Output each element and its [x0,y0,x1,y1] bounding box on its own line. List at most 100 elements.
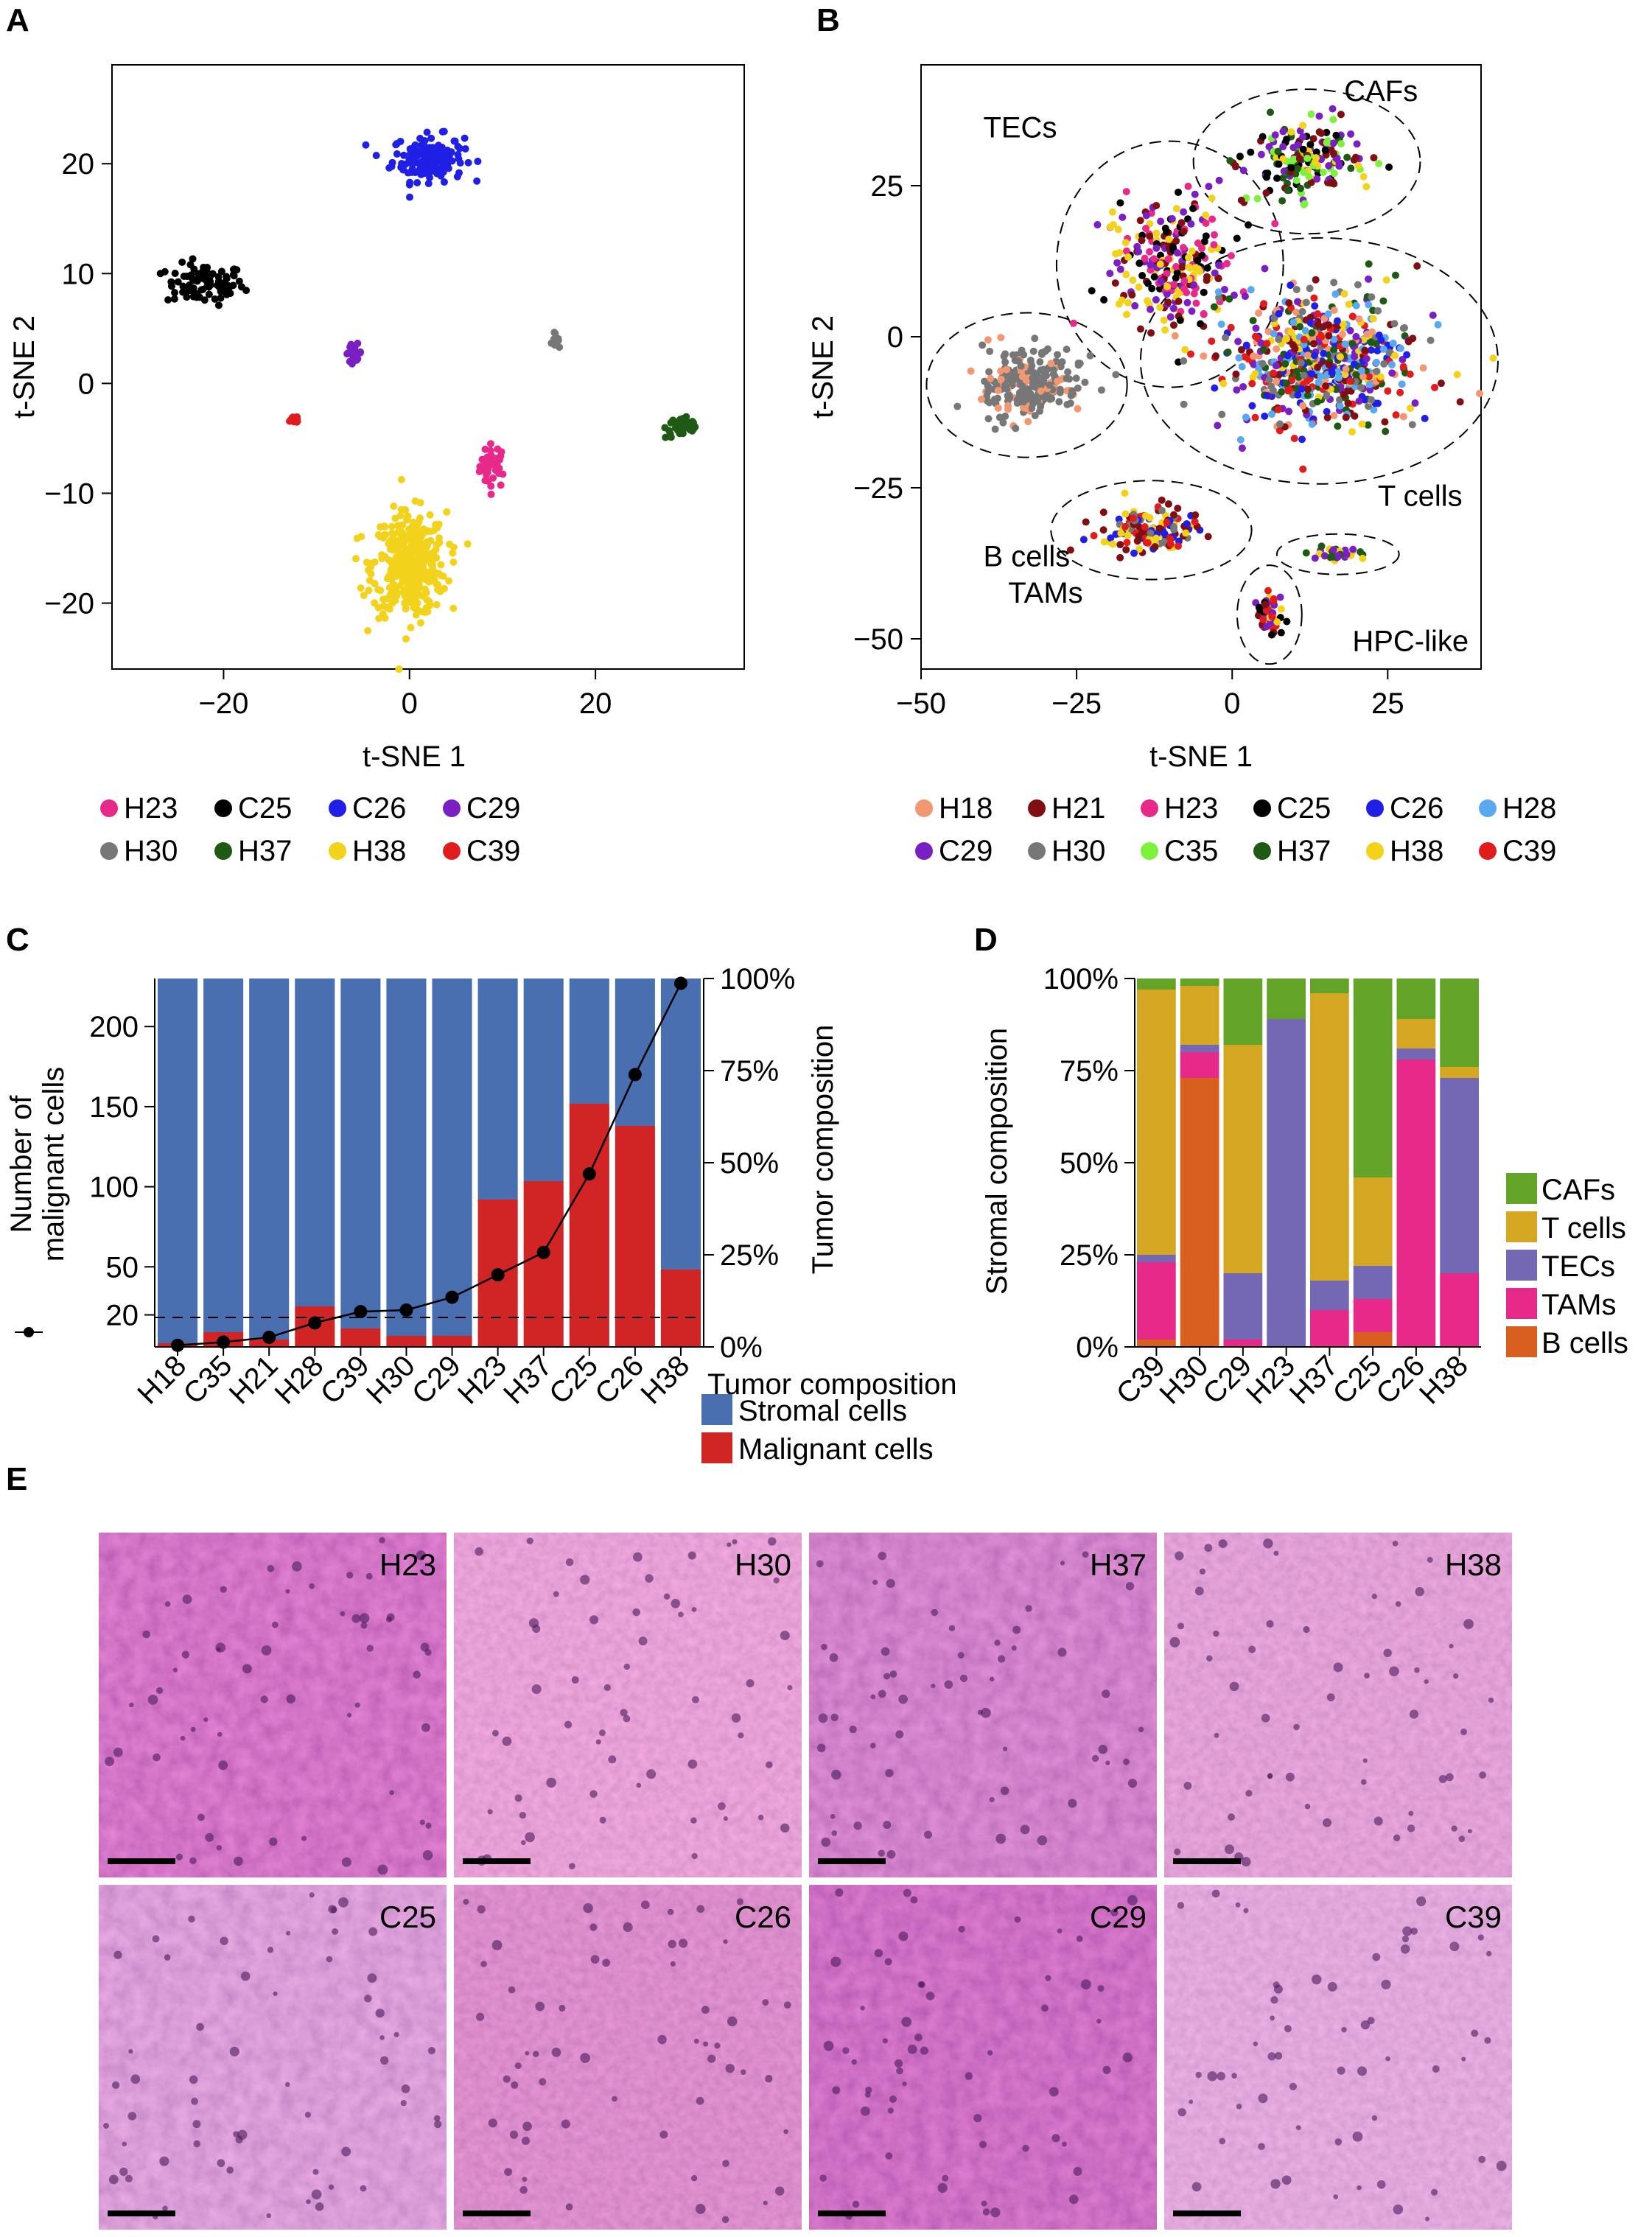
point-c26 [439,168,447,176]
point-c35 [1330,169,1338,178]
point-c26 [372,151,380,159]
point-c39 [1251,413,1259,421]
nucleus-dot [191,2097,198,2105]
legend: H18 H21 H23 C25 C26 H28 C29 H30 C35 H37 H38 C39 [915,792,1556,867]
nucleus-dot [722,2160,729,2168]
point-h21 [1323,413,1331,421]
nucleus-dot [522,2177,528,2182]
point-h21 [1172,237,1180,245]
legend-marker-c25 [214,799,232,817]
point-h30 [1026,356,1035,364]
bar-tecs-h30 [1180,1045,1219,1052]
point-h30 [1046,381,1054,389]
nucleus-dot [509,2130,519,2139]
nucleus-dot [1407,1824,1415,1832]
point-h38 [396,561,404,570]
point-h30 [1013,396,1021,404]
nucleus-dot [269,1837,278,1846]
point-h30 [1034,397,1042,405]
nucleus-dot [377,1864,388,1875]
point-h28 [1398,380,1406,388]
point-h21 [1317,129,1326,137]
point-c29 [1142,211,1150,220]
cluster-label: CAFs [1344,75,1418,108]
point-c29 [1205,183,1213,191]
point-c26 [425,169,433,177]
y-tick-label: 100% [1043,963,1119,995]
point-c26 [455,144,463,153]
y-axis-label: t-SNE 2 [8,315,41,419]
point-h18 [997,334,1005,342]
nucleus-dot [152,1935,160,1943]
point-h21 [1309,135,1317,143]
point-c29 [1352,332,1360,340]
point-h28 [1236,435,1245,444]
point-h37 [1379,297,1387,305]
nucleus-dot [267,1564,275,1572]
point-c29 [1411,399,1419,407]
histology-label-c25: C25 [379,1900,436,1934]
point-c39 [1166,540,1175,548]
point-c35 [1337,140,1345,148]
point-h30 [1373,368,1381,376]
bar-stromal-cells-c39 [340,979,381,1328]
point-c25 [1264,169,1272,178]
histology-label-h38: H38 [1445,1547,1502,1582]
legend-marker-h38 [1366,842,1384,860]
point-c29 [1173,249,1181,257]
point-h38 [407,623,415,631]
nucleus-dot [1371,2115,1378,2121]
cluster-labels: TECs CAFs B cells T cells TAMs HPC-like [983,75,1469,657]
nucleus-dot [175,1853,183,1860]
point-c29 [1257,339,1265,347]
point-h30 [1029,374,1037,382]
count-point-h21 [262,1330,276,1344]
point-c25 [1116,199,1124,207]
nucleus-dot [894,2059,903,2068]
point-h28 [1372,358,1380,366]
nucleus-dot [1177,1622,1185,1630]
point-h28 [1396,344,1404,352]
nucleus-dot [678,1939,688,1948]
cluster-outline [1050,480,1253,581]
point-h37 [1347,164,1355,172]
point-c25 [1247,148,1255,156]
point-h21 [1261,601,1270,609]
point-h38 [397,540,405,548]
histology-texture [99,1885,447,2230]
nucleus-dot [292,1561,302,1572]
nucleus-dot [580,2053,590,2063]
bar-tecs-h38 [1440,1078,1479,1273]
point-h28 [1238,363,1246,371]
nucleus-dot [260,1695,268,1704]
nucleus-dot [1326,1693,1335,1702]
point-c39 [293,418,301,426]
point-c26 [1311,351,1319,360]
bar-t-cells-c39 [1137,990,1176,1255]
nucleus-dot [957,1652,965,1659]
nucleus-dot [130,2074,141,2084]
point-c29 [1334,552,1343,560]
nucleus-dot [463,1899,469,1905]
nucleus-dot [504,2168,512,2177]
nucleus-dot [1303,1625,1310,1634]
point-h23 [1170,280,1178,288]
nucleus-dot [1367,2017,1375,2025]
point-c26 [461,144,469,153]
point-c35 [1253,195,1261,203]
point-c25 [230,265,238,273]
point-h38 [1359,554,1367,562]
point-h28 [1341,340,1349,349]
legend-label-c25: C25 [238,792,292,825]
point-c29 [354,355,362,363]
point-h38 [1124,531,1132,539]
point-h38 [1181,346,1189,354]
point-c26 [421,137,429,145]
nucleus-dot [1484,2037,1491,2044]
point-c26 [388,158,396,167]
point-c25 [186,261,195,269]
nucleus-dot [718,1802,726,1810]
point-h23 [1179,244,1187,252]
point-h38 [1156,260,1164,268]
point-c39 [1270,597,1278,605]
